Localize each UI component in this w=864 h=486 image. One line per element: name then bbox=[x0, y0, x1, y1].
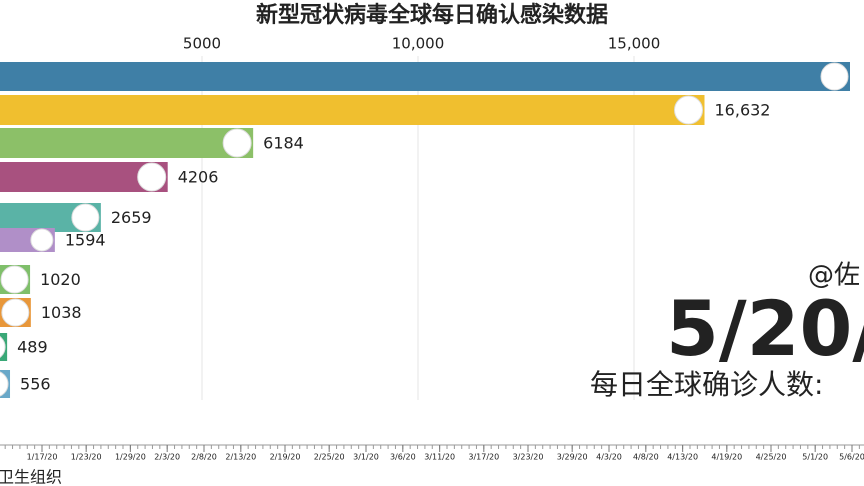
timeline-label: 3/11/20 bbox=[424, 453, 455, 462]
value-label: 556 bbox=[20, 375, 51, 394]
value-label: 4206 bbox=[178, 168, 219, 187]
flag bbox=[674, 95, 704, 125]
timeline-label: 1/23/20 bbox=[71, 453, 102, 462]
timeline-label: 3/1/20 bbox=[353, 453, 379, 462]
timeline-label: 4/13/20 bbox=[667, 453, 698, 462]
flag bbox=[0, 265, 29, 294]
timeline-label: 2/8/20 bbox=[191, 453, 217, 462]
x-tick-label: 5000 bbox=[183, 35, 221, 53]
timeline-label: 4/3/20 bbox=[596, 453, 622, 462]
value-label: 1594 bbox=[65, 231, 106, 250]
value-label: 1038 bbox=[41, 303, 82, 322]
timeline-label: 1/17/20 bbox=[27, 453, 58, 462]
watermark: @佐 bbox=[808, 261, 860, 291]
timeline-label: 3/17/20 bbox=[468, 453, 499, 462]
timeline-label: 3/29/20 bbox=[557, 453, 588, 462]
value-label: 489 bbox=[17, 338, 48, 357]
timeline-label: 2/19/20 bbox=[270, 453, 301, 462]
flag bbox=[0, 336, 6, 358]
timeline-label: 2/25/20 bbox=[314, 453, 345, 462]
timeline-label: 4/25/20 bbox=[756, 453, 787, 462]
timeline-label: 2/3/20 bbox=[154, 453, 180, 462]
timeline-label: 5/6/20 bbox=[839, 453, 864, 462]
bar bbox=[0, 95, 705, 125]
value-label: 16,632 bbox=[715, 101, 771, 120]
timeline-label: 5/1/20 bbox=[802, 453, 828, 462]
timeline-label: 1/29/20 bbox=[115, 453, 146, 462]
chart-title: 新型冠状病毒全球每日确认感染数据 bbox=[256, 2, 608, 28]
timeline-label: 3/6/20 bbox=[390, 453, 416, 462]
x-tick-label: 15,000 bbox=[608, 35, 661, 53]
source: 卫生组织 bbox=[0, 468, 62, 486]
flag bbox=[222, 128, 252, 158]
timeline-label: 3/23/20 bbox=[513, 453, 544, 462]
value-label: 6184 bbox=[263, 134, 304, 153]
flag bbox=[0, 371, 9, 397]
flag bbox=[30, 228, 54, 252]
flag bbox=[71, 203, 100, 232]
timeline-label: 4/8/20 bbox=[633, 453, 659, 462]
flag bbox=[820, 62, 849, 91]
value-label: 2659 bbox=[111, 208, 152, 227]
flag bbox=[1, 298, 30, 327]
bar bbox=[0, 128, 254, 158]
flag bbox=[137, 162, 167, 192]
subtitle: 每日全球确诊人数: bbox=[590, 368, 823, 401]
timeline-label: 4/19/20 bbox=[711, 453, 742, 462]
bar bbox=[0, 62, 850, 91]
value-label: 1020 bbox=[40, 270, 81, 289]
timeline-label: 2/13/20 bbox=[225, 453, 256, 462]
date-label: 5/20/ bbox=[666, 284, 864, 373]
x-tick-label: 10,000 bbox=[392, 35, 445, 53]
